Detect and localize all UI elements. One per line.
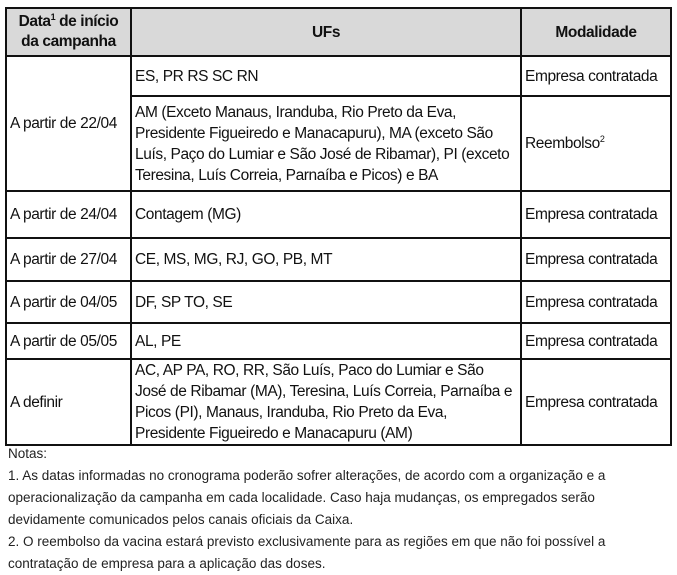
notes-section: Notas: 1. As datas informadas no cronogr… [8,443,673,575]
ufs-cell: AL, PE [130,322,522,360]
modalidade-cell: Empresa contratada [520,280,672,324]
footnote-ref: 1 [50,11,56,22]
table-row: A partir de 22/04 ES, PR RS SC RN Empres… [5,55,672,192]
modalidade-cell: Empresa contratada [520,322,672,360]
header-modalidade: Modalidade [520,7,672,57]
modalidade-cell: Reembolso2 [520,95,672,192]
modalidade-cell: Empresa contratada [520,190,672,239]
table-row: A partir de 04/05 DF, SP TO, SE Empresa … [5,280,672,324]
date-cell: A partir de 24/04 [5,190,132,239]
modalidade-cell: Empresa contratada [520,358,672,446]
modalidade-text: Reembolso [525,135,600,152]
table-header-row: Data1 de início da campanha UFs Modalida… [5,7,672,57]
modalidade-cell: Empresa contratada [520,237,672,282]
date-cell: A partir de 05/05 [5,322,132,360]
date-cell: A partir de 22/04 [5,55,132,192]
ufs-cell: AM (Exceto Manaus, Iranduba, Rio Preto d… [130,95,522,192]
header-ufs: UFs [130,7,522,57]
ufs-cell: ES, PR RS SC RN [130,55,522,97]
header-date-text: Data [18,13,51,30]
ufs-cell: AC, AP PA, RO, RR, São Luís, Paco do Lum… [130,358,522,446]
modalidade-cell: Empresa contratada [520,55,672,97]
ufs-cell: CE, MS, MG, RJ, GO, PB, MT [130,237,522,282]
header-date: Data1 de início da campanha [5,7,132,57]
notes-title: Notas: [8,446,48,461]
date-cell: A definir [5,358,132,446]
ufs-cell: DF, SP TO, SE [130,280,522,324]
table-row: A partir de 27/04 CE, MS, MG, RJ, GO, PB… [5,237,672,282]
header-date-text-rest: de início da campanha [21,13,119,50]
note-1: 1. As datas informadas no cronograma pod… [8,468,606,527]
table-row: AM (Exceto Manaus, Iranduba, Rio Preto d… [6,95,672,192]
ufs-cell: Contagem (MG) [130,190,522,239]
table-row: A definir AC, AP PA, RO, RR, São Luís, P… [5,358,672,446]
table-row: A partir de 24/04 Contagem (MG) Empresa … [5,190,672,239]
campaign-schedule-table: Data1 de início da campanha UFs Modalida… [5,7,672,446]
date-cell: A partir de 04/05 [5,280,132,324]
date-cell: A partir de 27/04 [5,237,132,282]
table-row: A partir de 05/05 AL, PE Empresa contrat… [5,322,672,360]
footnote-ref: 2 [599,133,605,144]
note-2: 2. O reembolso da vacina estará previsto… [8,534,606,571]
